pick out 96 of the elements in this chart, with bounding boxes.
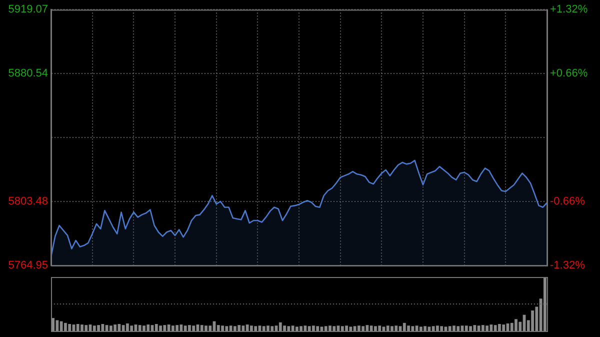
bar	[424, 326, 427, 331]
bar	[233, 326, 236, 331]
bar	[101, 324, 104, 331]
bar	[76, 324, 80, 331]
bar	[225, 326, 228, 331]
bar	[419, 326, 422, 331]
bar	[464, 326, 468, 331]
bar	[543, 277, 546, 331]
bar	[402, 322, 406, 331]
bar	[270, 326, 274, 331]
bar	[246, 324, 249, 331]
bar	[163, 325, 166, 331]
bar	[386, 326, 390, 331]
bar	[60, 321, 63, 331]
bar	[254, 326, 258, 331]
bar	[250, 326, 253, 331]
bar	[84, 325, 88, 331]
bar	[510, 322, 514, 331]
bar	[473, 325, 476, 331]
bar	[440, 326, 444, 331]
bar	[357, 326, 360, 331]
bar	[130, 326, 134, 331]
y-tick-label: 5803.48	[8, 195, 48, 208]
bar	[502, 324, 506, 331]
bar	[287, 326, 290, 331]
bar	[481, 325, 484, 331]
bar	[188, 325, 191, 331]
bar	[531, 310, 534, 331]
bar	[411, 326, 414, 331]
bar	[295, 326, 298, 331]
bar	[514, 319, 518, 331]
bar	[300, 326, 303, 331]
bar	[370, 326, 373, 331]
bar	[308, 326, 311, 331]
bar	[216, 325, 220, 331]
y-tick-label: 5880.54	[8, 68, 48, 80]
bar	[428, 326, 431, 331]
bar	[192, 326, 196, 331]
bar	[494, 325, 497, 331]
y2-tick-label: -1.32%	[550, 259, 586, 272]
bar	[204, 326, 208, 331]
bar	[238, 325, 241, 331]
bar	[138, 325, 142, 331]
bar	[345, 326, 348, 331]
bar	[444, 326, 448, 331]
bar	[114, 324, 117, 331]
bar	[349, 326, 352, 331]
bar	[184, 326, 187, 331]
bar	[332, 326, 336, 331]
bar	[92, 326, 96, 331]
y2-tick-label: +1.32%	[550, 4, 588, 16]
bar	[340, 326, 344, 331]
bar	[374, 326, 377, 331]
bar	[146, 324, 150, 331]
bar	[200, 325, 204, 331]
bar	[382, 326, 386, 331]
bar	[176, 325, 179, 331]
y2-tick-label: +0.66%	[550, 68, 588, 80]
bar	[208, 326, 212, 331]
bar	[436, 326, 439, 331]
bar	[278, 322, 282, 331]
bar	[154, 324, 158, 331]
y-tick-label: 5919.07	[8, 4, 48, 16]
y2-tick-label: -0.66%	[550, 195, 586, 208]
bar	[498, 324, 501, 331]
bar	[486, 326, 489, 331]
bar	[122, 325, 125, 331]
bar	[126, 323, 129, 331]
bar	[68, 324, 72, 331]
bar	[448, 326, 452, 331]
bar	[324, 326, 328, 331]
bar	[469, 326, 472, 331]
bar	[159, 326, 162, 331]
bar	[362, 326, 365, 331]
bar	[378, 326, 382, 331]
bar	[312, 326, 315, 331]
bar	[328, 326, 332, 331]
bar	[171, 326, 174, 331]
bar	[97, 325, 100, 331]
bar	[320, 326, 324, 331]
bar	[266, 326, 270, 331]
bar	[316, 326, 320, 331]
bar	[64, 322, 67, 331]
bar	[456, 326, 460, 331]
bar	[142, 326, 146, 331]
y-tick-label: 5764.95	[8, 259, 48, 272]
bar	[452, 326, 456, 331]
bar	[262, 326, 266, 331]
bar	[80, 324, 84, 331]
bar	[394, 326, 398, 331]
bar	[390, 326, 394, 331]
bar	[221, 326, 224, 331]
bar	[407, 326, 410, 331]
bar	[109, 326, 112, 331]
bar	[432, 326, 435, 331]
bar	[283, 326, 286, 331]
